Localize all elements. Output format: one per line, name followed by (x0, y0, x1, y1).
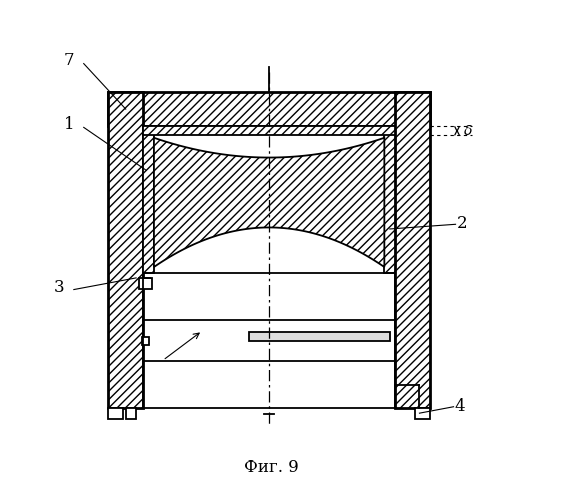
Bar (385, 126, 395, 273)
Bar (143, 126, 395, 136)
Bar (140, 278, 151, 289)
Bar (143, 126, 154, 273)
Polygon shape (154, 138, 385, 267)
Text: 7: 7 (64, 52, 74, 68)
Text: Фиг. 9: Фиг. 9 (244, 459, 299, 476)
Bar (143, 126, 154, 273)
Bar (249, 332, 390, 341)
Bar (109, 92, 430, 126)
Bar (395, 92, 430, 408)
Text: 4: 4 (454, 398, 465, 414)
Bar (385, 126, 395, 273)
Text: $\delta$: $\delta$ (463, 124, 473, 138)
Bar (141, 336, 150, 344)
Bar (109, 408, 123, 419)
Bar (126, 408, 136, 419)
Text: 3: 3 (54, 279, 65, 296)
Bar (109, 92, 143, 408)
Text: 2: 2 (457, 215, 468, 232)
Bar (109, 92, 430, 126)
Bar (415, 408, 430, 419)
Text: 1: 1 (64, 116, 74, 133)
Bar (143, 126, 395, 136)
Bar (395, 92, 430, 408)
Bar (109, 92, 143, 408)
